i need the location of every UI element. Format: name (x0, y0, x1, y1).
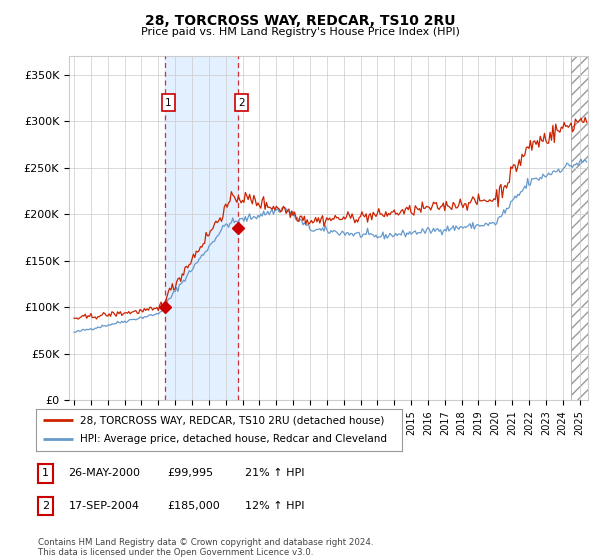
Text: £185,000: £185,000 (167, 501, 220, 511)
Text: 1: 1 (42, 469, 49, 478)
Text: 12% ↑ HPI: 12% ↑ HPI (245, 501, 305, 511)
Text: Price paid vs. HM Land Registry's House Price Index (HPI): Price paid vs. HM Land Registry's House … (140, 27, 460, 38)
Text: 17-SEP-2004: 17-SEP-2004 (68, 501, 139, 511)
Text: 2: 2 (42, 501, 49, 511)
Text: 2: 2 (238, 97, 245, 108)
Bar (571, 56, 588, 400)
Text: Contains HM Land Registry data © Crown copyright and database right 2024.
This d: Contains HM Land Registry data © Crown c… (38, 538, 373, 557)
Text: 21% ↑ HPI: 21% ↑ HPI (245, 469, 305, 478)
Text: 28, TORCROSS WAY, REDCAR, TS10 2RU (detached house): 28, TORCROSS WAY, REDCAR, TS10 2RU (deta… (80, 415, 384, 425)
Text: 26-MAY-2000: 26-MAY-2000 (68, 469, 140, 478)
Bar (165, 56, 238, 400)
Text: 28, TORCROSS WAY, REDCAR, TS10 2RU: 28, TORCROSS WAY, REDCAR, TS10 2RU (145, 14, 455, 28)
Text: HPI: Average price, detached house, Redcar and Cleveland: HPI: Average price, detached house, Redc… (80, 435, 387, 445)
Bar (571, 56, 588, 400)
Text: £99,995: £99,995 (167, 469, 214, 478)
Text: 1: 1 (165, 97, 172, 108)
